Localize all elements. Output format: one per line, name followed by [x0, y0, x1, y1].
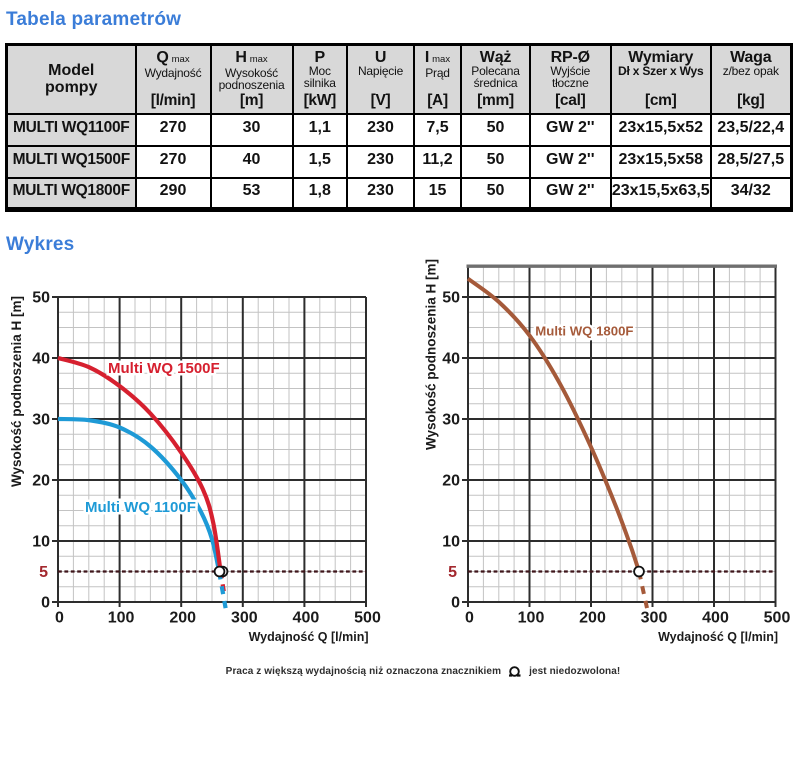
svg-text:400: 400: [702, 610, 729, 627]
svg-text:Multi WQ 1500F: Multi WQ 1500F: [108, 360, 220, 377]
svg-text:400: 400: [293, 610, 320, 627]
svg-text:20: 20: [32, 473, 50, 490]
svg-text:300: 300: [231, 610, 258, 627]
svg-text:5: 5: [39, 564, 48, 581]
svg-text:5: 5: [448, 564, 457, 581]
svg-text:20: 20: [442, 473, 460, 490]
svg-text:Multi WQ 1800F: Multi WQ 1800F: [535, 324, 633, 339]
svg-text:Wysokość podnoszenia H [m]: Wysokość podnoszenia H [m]: [424, 259, 439, 450]
svg-text:200: 200: [169, 610, 196, 627]
svg-text:50: 50: [442, 290, 460, 307]
svg-text:0: 0: [55, 610, 64, 627]
svg-text:0: 0: [451, 595, 460, 612]
svg-text:100: 100: [518, 610, 545, 627]
svg-text:Wydajność Q [l/min]: Wydajność Q [l/min]: [658, 630, 778, 644]
svg-text:0: 0: [41, 595, 50, 612]
svg-text:200: 200: [579, 610, 606, 627]
svg-text:50: 50: [32, 290, 50, 307]
svg-text:500: 500: [354, 610, 381, 627]
svg-text:40: 40: [32, 351, 50, 368]
svg-text:Wydajność Q [l/min]: Wydajność Q [l/min]: [249, 630, 369, 644]
svg-text:30: 30: [442, 412, 460, 429]
svg-text:Wysokość podnoszenia H [m]: Wysokość podnoszenia H [m]: [9, 296, 24, 487]
svg-text:10: 10: [32, 534, 50, 551]
svg-text:10: 10: [442, 534, 460, 551]
svg-text:0: 0: [465, 610, 474, 627]
svg-text:30: 30: [32, 412, 50, 429]
svg-text:100: 100: [108, 610, 135, 627]
svg-text:Multi WQ 1100F: Multi WQ 1100F: [85, 499, 196, 516]
svg-text:300: 300: [641, 610, 668, 627]
svg-text:40: 40: [442, 351, 460, 368]
svg-text:500: 500: [764, 610, 791, 627]
